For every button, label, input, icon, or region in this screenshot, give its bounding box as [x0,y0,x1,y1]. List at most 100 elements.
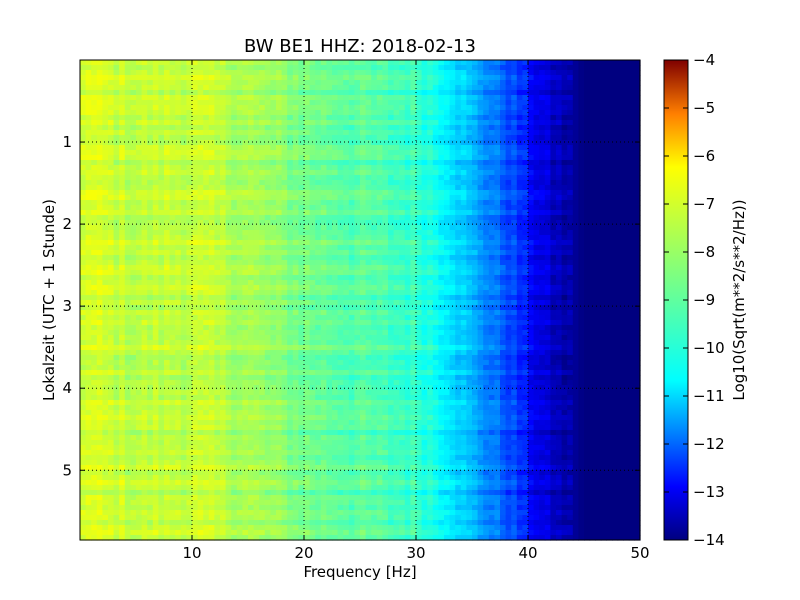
heatmap-cell [544,215,551,221]
heatmap-cell [80,185,87,191]
heatmap-cell [192,110,199,116]
heatmap-cell [180,90,187,96]
heatmap-cell [348,280,355,286]
heatmap-cell [304,130,311,136]
heatmap-cell [382,285,389,291]
heatmap-cell [477,275,484,281]
heatmap-cell [231,280,238,286]
heatmap-cell [236,110,243,116]
heatmap-cell [108,155,115,161]
heatmap-cell [304,215,311,221]
heatmap-cell [186,215,193,221]
heatmap-cell [231,80,238,86]
heatmap-cell [281,185,288,191]
heatmap-cell [511,120,518,126]
heatmap-cell [147,145,154,151]
heatmap-cell [164,155,171,161]
heatmap-cell [578,195,585,201]
heatmap-cell [427,150,434,156]
heatmap-cell [231,105,238,111]
heatmap-cell [113,215,120,221]
heatmap-cell [634,225,641,231]
heatmap-cell [192,95,199,101]
heatmap-cell [309,65,316,71]
heatmap-cell [332,65,339,71]
heatmap-cell [192,225,199,231]
heatmap-cell [169,205,176,211]
heatmap-cell [85,120,92,126]
heatmap-cell [91,275,98,281]
heatmap-cell [472,240,479,246]
heatmap-cell [472,190,479,196]
heatmap-cell [399,120,406,126]
heatmap-cell [533,275,540,281]
heatmap-cell [214,95,221,101]
heatmap-cell [236,205,243,211]
heatmap-cell [376,65,383,71]
heatmap-cell [477,80,484,86]
heatmap-cell [80,150,87,156]
heatmap-cell [561,260,568,266]
heatmap-cell [410,140,417,146]
heatmap-cell [432,200,439,206]
heatmap-cell [600,135,607,141]
heatmap-cell [589,255,596,261]
heatmap-cell [589,185,596,191]
heatmap-cell [354,190,361,196]
heatmap-cell [528,245,535,251]
heatmap-cell [276,140,283,146]
heatmap-cell [276,100,283,106]
heatmap-cell [253,60,260,66]
heatmap-cell [248,300,255,306]
heatmap-cell [410,185,417,191]
heatmap-cell [208,65,215,71]
heatmap-cell [371,175,378,181]
heatmap-cell [528,290,535,296]
heatmap-cell [113,205,120,211]
heatmap-cell [444,280,451,286]
heatmap-cell [152,110,159,116]
heatmap-cell [393,235,400,241]
heatmap-cell [388,150,395,156]
heatmap-cell [584,225,591,231]
heatmap-cell [612,95,619,101]
heatmap-cell [606,120,613,126]
heatmap-cell [466,210,473,216]
heatmap-cell [315,135,322,141]
heatmap-cell [410,130,417,136]
heatmap-cell [320,205,327,211]
heatmap-cell [130,300,137,306]
heatmap-cell [337,220,344,226]
heatmap-cell [225,90,232,96]
heatmap-cell [276,235,283,241]
heatmap-cell [393,130,400,136]
heatmap-cell [382,300,389,306]
heatmap-cell [466,190,473,196]
heatmap-cell [438,205,445,211]
heatmap-cell [539,240,546,246]
heatmap-cell [617,175,624,181]
heatmap-cell [539,230,546,236]
heatmap-cell [281,285,288,291]
heatmap-cell [382,95,389,101]
heatmap-cell [533,215,540,221]
heatmap-cell [242,160,249,166]
heatmap-cell [511,95,518,101]
heatmap-cell [410,165,417,171]
heatmap-cell [180,85,187,91]
heatmap-cell [444,285,451,291]
heatmap-cell [298,245,305,251]
heatmap-cell [522,280,529,286]
heatmap-cell [572,305,579,311]
heatmap-cell [152,195,159,201]
heatmap-cell [533,285,540,291]
heatmap-cell [617,125,624,131]
heatmap-cell [522,120,529,126]
heatmap-cell [449,190,456,196]
heatmap-cell [130,105,137,111]
heatmap-cell [242,65,249,71]
heatmap-cell [236,235,243,241]
heatmap-cell [382,65,389,71]
heatmap-cell [404,295,411,301]
heatmap-cell [147,65,154,71]
